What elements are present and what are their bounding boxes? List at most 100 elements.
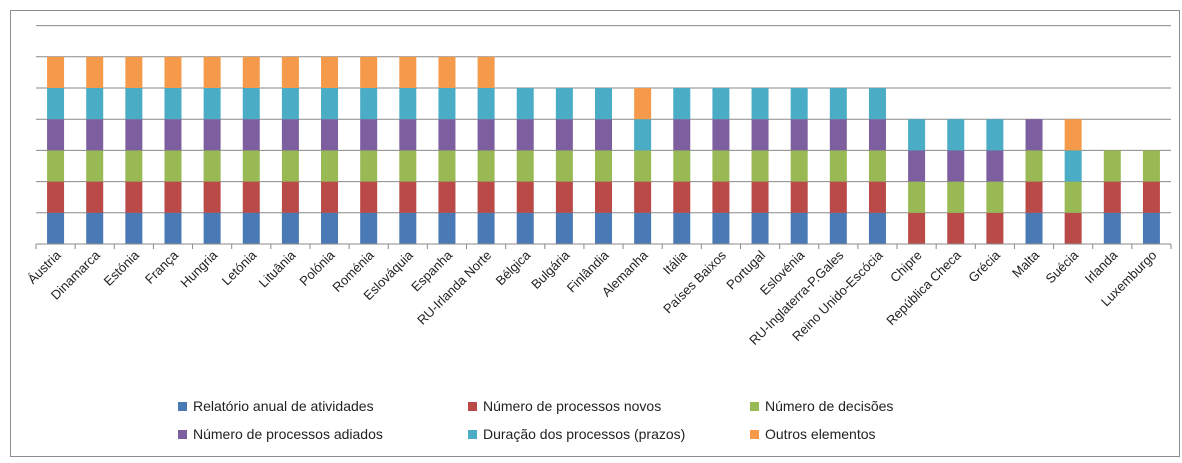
bar-segment	[477, 56, 495, 88]
legend-item-decisoes: Número de decisões	[750, 398, 893, 414]
bar-segment	[555, 212, 573, 244]
bar-segment	[86, 56, 104, 88]
bar-segment	[751, 181, 769, 213]
bar-segment	[438, 212, 456, 244]
bar-segment	[125, 56, 143, 88]
bar-segment	[477, 181, 495, 213]
bar-segment	[1103, 181, 1121, 213]
bar-segment	[360, 212, 378, 244]
bar-segment	[673, 181, 691, 213]
bar-segment	[438, 56, 456, 88]
bar-segment	[595, 88, 612, 120]
bar-segment	[829, 181, 847, 213]
bar-segment	[438, 119, 456, 151]
x-tick-label: Lituânia	[256, 247, 299, 290]
bar-segment	[242, 181, 260, 213]
legend-label: Número de processos adiados	[193, 426, 383, 442]
bar-segment	[634, 88, 652, 120]
bar-segment	[751, 88, 769, 120]
bar-segment	[595, 119, 612, 151]
bar-segment	[712, 150, 730, 182]
bar-segment	[164, 88, 182, 120]
bar-segment	[555, 181, 573, 213]
legend-label: Número de processos novos	[483, 398, 662, 414]
bar-segment	[986, 119, 1004, 151]
bar-segment	[790, 181, 808, 213]
bar-segment	[399, 150, 417, 182]
bar-segment	[399, 212, 417, 244]
bar-segment	[125, 181, 143, 213]
bar-segment	[203, 88, 221, 120]
bar-segment	[47, 212, 65, 244]
bar-segment	[947, 181, 965, 213]
bar-segment	[555, 119, 573, 151]
bar-segment	[868, 88, 886, 120]
bar-segment	[242, 119, 260, 151]
bar-segment	[1064, 150, 1082, 182]
x-tick-label: RU-Irlanda Norte	[414, 248, 494, 328]
bar-segment	[712, 119, 730, 151]
x-tick-label: Estónia	[101, 247, 143, 289]
bar-segment	[908, 150, 926, 182]
x-tick-label: Malta	[1009, 247, 1043, 281]
bar-segment	[438, 150, 456, 182]
bar-segment	[125, 119, 143, 151]
x-tick-label: Letónia	[219, 247, 260, 288]
bar-segment	[634, 119, 652, 151]
bar-segment	[203, 150, 221, 182]
bar-segment	[712, 212, 730, 244]
legend-item-outros: Outros elementos	[750, 426, 876, 442]
legend-swatch	[178, 401, 187, 411]
bar-segment	[125, 150, 143, 182]
bar-segment	[281, 150, 299, 182]
bar-segment	[203, 119, 221, 151]
bar-segment	[86, 88, 104, 120]
legend: Relatório anual de atividades Número de …	[178, 392, 938, 448]
bar-segment	[242, 56, 260, 88]
legend-swatch	[468, 429, 477, 439]
bar-segment	[125, 212, 143, 244]
legend-swatch	[178, 429, 187, 439]
bar-segment	[164, 119, 182, 151]
bar-segment	[790, 88, 808, 120]
bar-segment	[477, 150, 495, 182]
bar-segment	[947, 150, 965, 182]
bar-segment	[281, 56, 299, 88]
bar-segment	[1025, 150, 1043, 182]
bar-segment	[47, 181, 65, 213]
bar-segment	[712, 181, 730, 213]
bar-segment	[360, 181, 378, 213]
bar-segment	[673, 212, 691, 244]
bar-segment	[634, 181, 652, 213]
bar-segment	[986, 181, 1004, 213]
bar-segment	[516, 119, 534, 151]
bar-segment	[673, 88, 691, 120]
bar-segment	[399, 56, 417, 88]
legend-swatch	[468, 401, 477, 411]
bar-segment	[516, 150, 534, 182]
bar-segment	[321, 181, 339, 213]
legend-row-2: Número de processos adiados Duração dos …	[178, 420, 938, 448]
bar-segment	[438, 88, 456, 120]
x-tick-label: Itália	[660, 247, 691, 278]
bar-segment	[47, 119, 65, 151]
legend-label: Número de decisões	[765, 398, 894, 414]
bar-segment	[1025, 212, 1043, 244]
bar-segment	[1142, 212, 1160, 244]
legend-row-1: Relatório anual de atividades Número de …	[178, 392, 938, 420]
bar-segment	[868, 212, 886, 244]
bar-segment	[1064, 119, 1082, 151]
bar-segment	[203, 212, 221, 244]
legend-label: Relatório anual de atividades	[193, 398, 374, 414]
bar-segment	[47, 150, 65, 182]
bar-segment	[164, 181, 182, 213]
legend-item-processos-novos: Número de processos novos	[468, 398, 661, 414]
bar-segment	[1064, 181, 1082, 213]
bar-segment	[673, 119, 691, 151]
bar-segment	[242, 150, 260, 182]
bar-segment	[1025, 181, 1043, 213]
bar-segment	[516, 212, 534, 244]
bar-segment	[634, 212, 652, 244]
